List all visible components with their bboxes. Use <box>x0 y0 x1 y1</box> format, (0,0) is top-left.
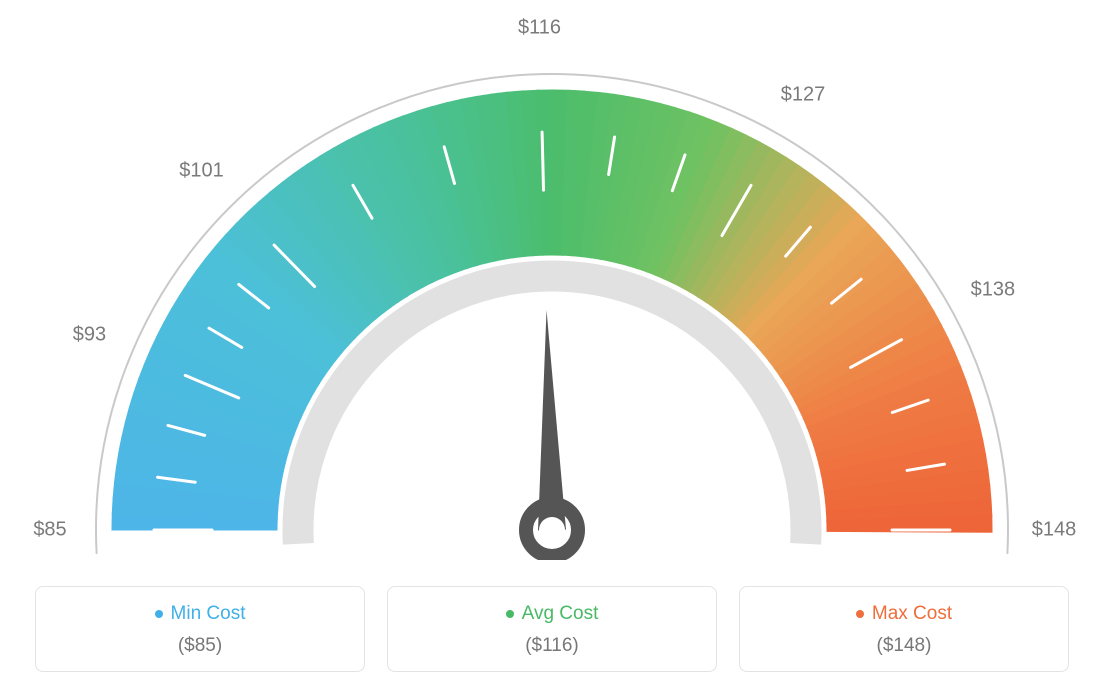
gauge-tick-label: $138 <box>971 278 1016 301</box>
gauge-tick-label: $116 <box>518 17 561 40</box>
gauge-tick-label: $148 <box>1032 519 1077 542</box>
legend-card-min: Min Cost ($85) <box>35 586 365 672</box>
legend-min-label: Min Cost <box>155 603 246 625</box>
legend-avg-label: Avg Cost <box>506 603 599 625</box>
legend-card-avg: Avg Cost ($116) <box>387 586 717 672</box>
legend-min-value: ($85) <box>46 635 354 657</box>
gauge-tick-label: $101 <box>179 159 224 182</box>
legend: Min Cost ($85) Avg Cost ($116) Max Cost … <box>0 586 1104 672</box>
gauge-tick-label: $127 <box>781 84 826 107</box>
gauge-svg <box>0 0 1104 560</box>
legend-avg-value: ($116) <box>398 635 706 657</box>
gauge-tick-label: $85 <box>33 519 66 542</box>
gauge-tick-label: $93 <box>73 324 106 347</box>
gauge-chart: $85 $93 $101 $116 $127 $138 $148 <box>0 0 1104 560</box>
legend-max-label: Max Cost <box>856 603 952 625</box>
legend-card-max: Max Cost ($148) <box>739 586 1069 672</box>
legend-max-value: ($148) <box>750 635 1058 657</box>
